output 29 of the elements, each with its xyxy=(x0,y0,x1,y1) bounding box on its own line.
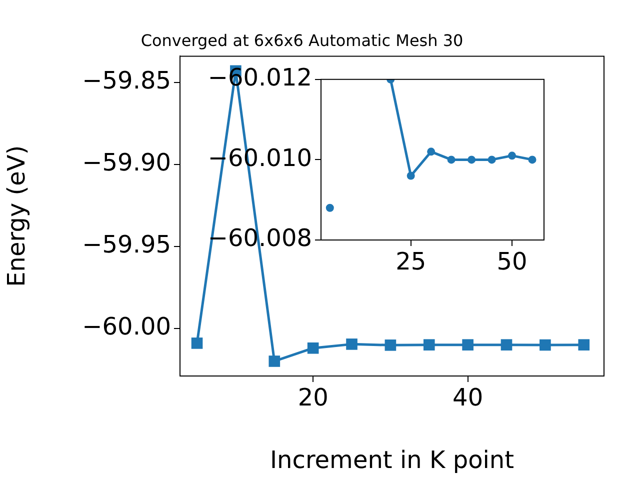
point xyxy=(540,339,551,351)
point xyxy=(406,172,415,180)
point xyxy=(578,339,590,350)
point xyxy=(307,342,319,354)
point xyxy=(268,356,280,367)
x-tick-label: 50 xyxy=(496,248,528,276)
point xyxy=(423,339,435,350)
x-tick-label: 25 xyxy=(396,248,426,276)
x-axis-title: Increment in K point xyxy=(270,446,514,474)
point xyxy=(508,152,516,160)
point xyxy=(427,148,436,156)
point xyxy=(500,339,512,350)
point xyxy=(488,156,496,164)
point xyxy=(528,156,536,164)
point xyxy=(326,204,334,212)
point xyxy=(462,339,474,350)
y-tick-label: −59.95 xyxy=(82,230,171,259)
point xyxy=(191,338,203,349)
y-tick-label: −59.90 xyxy=(82,148,171,177)
point xyxy=(346,338,358,350)
point xyxy=(468,156,476,164)
x-tick-label: 20 xyxy=(298,384,328,412)
point xyxy=(447,156,456,164)
point xyxy=(384,340,396,351)
chart-title: Converged at 6x6x6 Automatic Mesh 30 xyxy=(140,30,464,50)
y-tick-label: −60.00 xyxy=(82,312,171,341)
y-tick-label: −59.85 xyxy=(82,66,171,95)
y-axis-title: Energy (eV) xyxy=(2,145,31,287)
x-tick-label: 40 xyxy=(452,384,484,412)
